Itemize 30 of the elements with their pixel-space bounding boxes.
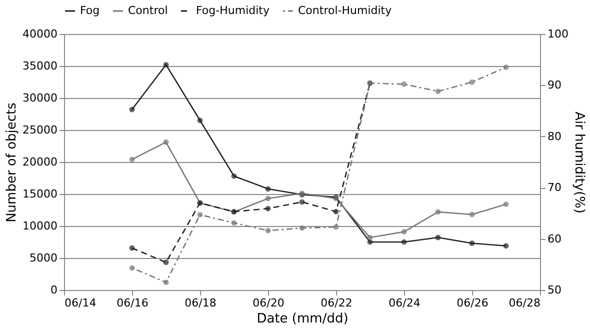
y-tick-label: 0 (50, 284, 58, 296)
x-tick-label: 06/22 (320, 296, 352, 310)
y2-axis-title: Air humidity(%) (571, 112, 586, 214)
y-tick-label: 5000 (30, 252, 58, 264)
y2-tick-label: 70 (548, 181, 562, 194)
legend-label: Control-Humidity (298, 4, 392, 17)
y2-tick-label: 60 (548, 232, 562, 246)
y-tick-label: 35000 (22, 60, 58, 72)
x-tick-label: 06/16 (116, 296, 148, 310)
x-tick-label: 06/26 (456, 296, 488, 310)
x-axis-title: Date (mm/dd) (256, 312, 348, 326)
y-tick-label: 40000 (22, 28, 58, 40)
x-tick-label: 06/18 (184, 296, 216, 310)
legend-label: Fog-Humidity (196, 4, 270, 17)
legend-label: Fog (80, 4, 100, 17)
legend-label: Control (128, 4, 168, 17)
y2-tick-label: 90 (548, 78, 562, 92)
y-tick-label: 25000 (22, 124, 58, 136)
y-tick-label: 30000 (22, 92, 58, 104)
x-tick-label: 06/20 (252, 296, 284, 310)
y2-tick-label: 100 (548, 28, 568, 40)
y-axis-title: Number of objects (4, 102, 20, 222)
y-tick-label: 20000 (22, 156, 58, 168)
x-tick-label: 06/24 (388, 296, 420, 310)
y2-tick-label: 80 (548, 130, 562, 143)
y2-tick-label: 50 (548, 284, 562, 296)
x-tick-label: 06/28 (508, 296, 540, 310)
x-tick-label: 06/14 (64, 296, 96, 310)
y-tick-label: 15000 (22, 188, 58, 200)
y-tick-label: 10000 (22, 220, 58, 232)
